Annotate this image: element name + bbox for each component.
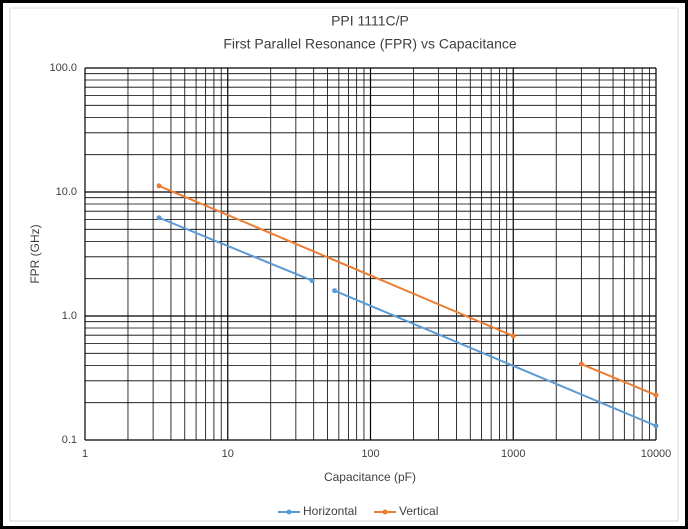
- chart-border: [9, 7, 679, 522]
- series-line: [158, 216, 313, 282]
- legend-marker: [382, 509, 388, 515]
- y-axis-label: FPR (GHz): [28, 224, 42, 283]
- x-tick-label: 10000: [641, 448, 672, 460]
- x-tick-label: 1000: [501, 448, 525, 460]
- series-line: [158, 184, 514, 337]
- y-tick-label: 1.0: [62, 310, 77, 322]
- x-axis-label: Capacitance (pF): [324, 470, 416, 484]
- point: [510, 333, 516, 339]
- point: [309, 278, 315, 284]
- legend-marker: [286, 509, 292, 515]
- y-tick-label: 10.0: [56, 186, 77, 198]
- legend-label: Horizontal: [303, 504, 357, 518]
- x-tick-label: 1: [82, 448, 88, 460]
- point: [653, 423, 659, 429]
- chart-title: PPI 1111C/P: [331, 13, 409, 29]
- x-tick-label: 100: [361, 448, 379, 460]
- y-tick-label: 100.0: [49, 62, 77, 74]
- series-line: [580, 363, 657, 397]
- point: [156, 183, 162, 189]
- x-tick-label: 10: [222, 448, 234, 460]
- point: [653, 392, 659, 398]
- legend-label: Vertical: [399, 504, 438, 518]
- series-line: [334, 289, 657, 427]
- point: [156, 215, 162, 221]
- y-tick-label: 0.1: [62, 434, 77, 446]
- point: [578, 361, 584, 367]
- chart-subtitle: First Parallel Resonance (FPR) vs Capaci…: [223, 36, 517, 52]
- point: [332, 288, 338, 294]
